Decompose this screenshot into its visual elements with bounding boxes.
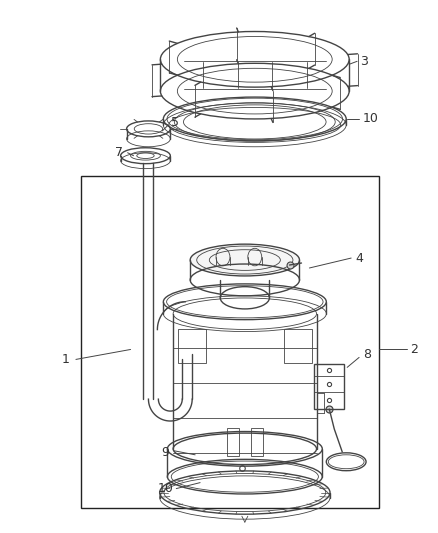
Text: 9: 9 xyxy=(162,446,169,459)
Bar xyxy=(251,428,263,456)
Bar xyxy=(227,428,239,456)
Text: 8: 8 xyxy=(363,348,371,361)
Text: 3: 3 xyxy=(360,55,368,68)
Text: 1: 1 xyxy=(62,353,70,366)
Text: 4: 4 xyxy=(355,252,363,264)
Text: 2: 2 xyxy=(410,343,418,356)
Text: 10: 10 xyxy=(363,112,379,125)
Text: 10: 10 xyxy=(157,482,173,495)
Ellipse shape xyxy=(190,244,300,276)
Text: 5: 5 xyxy=(171,116,179,130)
Text: 7: 7 xyxy=(115,146,123,159)
Bar xyxy=(284,329,311,364)
Bar xyxy=(178,329,206,364)
Bar xyxy=(314,365,344,409)
Bar xyxy=(81,175,379,508)
